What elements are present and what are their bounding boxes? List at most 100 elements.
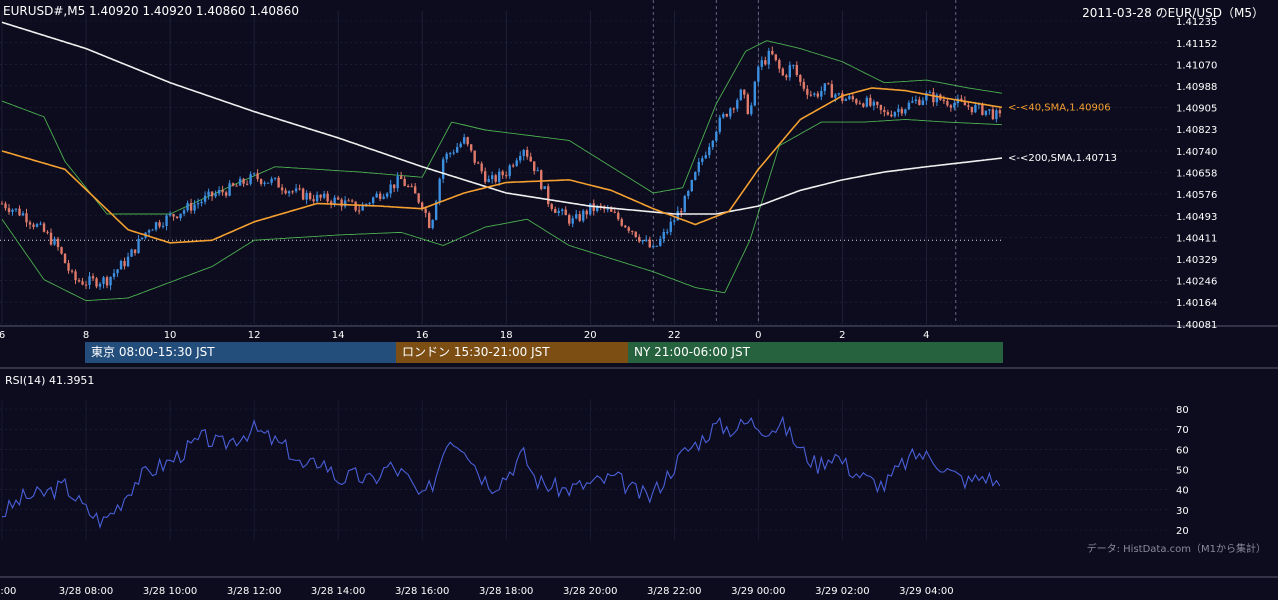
- candle: [708, 143, 711, 159]
- candle: [529, 152, 532, 162]
- candle: [469, 144, 473, 153]
- candle: [512, 163, 515, 168]
- candle: [95, 276, 98, 289]
- bollinger-bands: [1, 40, 1003, 302]
- candle: [343, 196, 347, 209]
- candle-body: [483, 171, 487, 183]
- candle-body: [42, 223, 46, 232]
- candle: [809, 90, 813, 97]
- candle-body: [967, 105, 970, 107]
- candle: [932, 87, 935, 107]
- candle-body: [617, 212, 620, 220]
- candle-body: [991, 109, 995, 120]
- sma40-line: [1, 87, 1003, 244]
- candle: [732, 107, 735, 114]
- candle-body: [242, 178, 245, 184]
- candle: [995, 108, 998, 123]
- candle: [301, 187, 305, 201]
- candle: [827, 82, 830, 85]
- candle-body: [785, 75, 788, 78]
- candle: [610, 206, 613, 212]
- candle: [571, 215, 574, 228]
- candle: [998, 107, 1002, 118]
- candle: [760, 56, 764, 71]
- candle: [872, 99, 876, 111]
- candle: [49, 228, 53, 246]
- candle: [505, 171, 508, 179]
- candle-body: [182, 210, 186, 214]
- candle-body: [753, 81, 757, 106]
- rsi-tick-label: 50: [1176, 466, 1189, 477]
- candle-body: [413, 186, 417, 194]
- candle: [18, 205, 21, 217]
- candle: [746, 92, 749, 115]
- candle: [14, 208, 18, 213]
- candle-body: [375, 193, 378, 198]
- candle: [704, 151, 707, 160]
- candle: [126, 252, 130, 268]
- candle: [466, 136, 469, 147]
- candle: [417, 192, 420, 205]
- candle-body: [606, 208, 609, 210]
- candle-body: [473, 150, 476, 163]
- candle-body: [718, 117, 721, 132]
- candle: [844, 97, 848, 102]
- candle: [690, 179, 693, 193]
- bollinger-upper-line: [1, 40, 1003, 215]
- candle: [445, 152, 448, 163]
- candle-body: [890, 114, 893, 117]
- candle: [256, 169, 259, 182]
- candle-body: [280, 187, 284, 191]
- candle: [627, 226, 630, 234]
- candle-body: [736, 100, 739, 109]
- candle: [666, 228, 669, 235]
- candle-body: [305, 192, 308, 200]
- candle-body: [862, 103, 865, 107]
- candle-body: [669, 221, 672, 232]
- candle: [67, 259, 70, 274]
- candle-body: [284, 190, 287, 194]
- candle-body: [582, 210, 585, 221]
- candle: [550, 202, 553, 212]
- candle-body: [627, 227, 630, 231]
- candle-body: [294, 188, 298, 192]
- candle: [4, 201, 7, 211]
- candle-body: [158, 222, 161, 227]
- candle-body: [326, 193, 329, 202]
- candle: [280, 184, 284, 195]
- candle-body: [813, 93, 816, 95]
- candle: [378, 191, 382, 202]
- candle-body: [914, 99, 918, 102]
- candle-body: [88, 276, 91, 285]
- candle-body: [543, 186, 546, 190]
- hour-tick-label: 4: [923, 330, 929, 341]
- candle: [193, 200, 196, 214]
- candle: [221, 185, 224, 196]
- candle: [298, 184, 301, 191]
- candle: [441, 156, 445, 184]
- candle: [501, 169, 504, 179]
- time-tick-label: 3/28 18:00: [479, 586, 533, 597]
- candle-body: [105, 277, 109, 286]
- candle: [406, 184, 410, 188]
- candle-body: [897, 108, 900, 113]
- candle: [350, 198, 354, 203]
- candle: [711, 139, 714, 150]
- candle-body: [217, 190, 221, 194]
- candle: [526, 146, 529, 160]
- candle: [28, 220, 32, 230]
- candle: [687, 189, 690, 200]
- candle: [792, 64, 795, 70]
- candle: [490, 171, 494, 184]
- candle-body: [336, 197, 340, 200]
- candle-body: [662, 232, 665, 239]
- candle-body: [109, 276, 112, 286]
- candle: [172, 213, 175, 221]
- candle-body: [757, 66, 760, 82]
- candle-body: [942, 99, 946, 102]
- candle: [322, 190, 326, 200]
- candle: [886, 109, 890, 116]
- candle: [914, 95, 918, 104]
- candle-body: [14, 208, 18, 210]
